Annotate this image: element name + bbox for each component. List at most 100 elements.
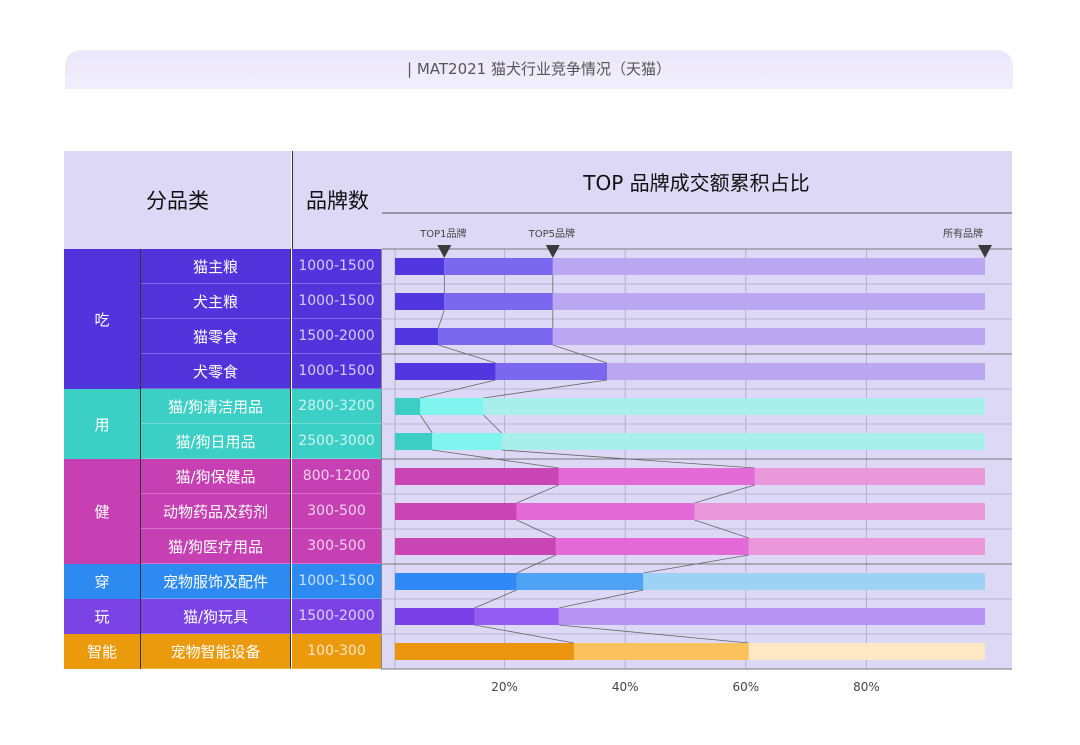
connector-top5 [483,414,502,434]
brand-count: 1500-2000 [292,599,381,634]
bar-top1 [395,328,439,345]
category-label: 猫/狗保健品 [141,459,291,494]
marker-label: TOP5品牌 [528,227,575,240]
bar-top5 [438,328,553,345]
bar-all [748,538,985,555]
marker-label: TOP1品牌 [419,227,466,240]
brand-count: 1500-2000 [292,319,381,354]
marker-triangle-icon [437,245,452,258]
category-label: 宠物智能设备 [141,634,291,669]
connector-top5 [558,624,749,644]
bar-top5 [516,573,644,590]
marker-triangle-icon [978,245,992,258]
connector-top5 [483,379,608,399]
connector-top1 [516,554,557,574]
bar-top5 [495,363,608,380]
category-label: 猫/狗医疗用品 [141,529,291,564]
category-label: 猫/狗日用品 [141,424,291,459]
bar-top1 [395,468,559,485]
brand-count: 2500-3000 [292,424,381,459]
brand-count: 2800-3200 [292,389,381,424]
group-label: 用 [64,389,141,459]
connector-top1 [516,484,560,504]
group-label: 玩 [64,599,141,634]
category-label: 犬主粮 [141,284,291,319]
bar-top5 [444,258,553,275]
bar-all [501,433,985,450]
category-label: 宠物服饰及配件 [141,564,291,599]
chart-title: TOP 品牌成交额累积占比 [582,171,809,195]
bar-top1 [395,398,421,415]
group-label: 穿 [64,564,141,599]
bar-all [558,608,985,625]
x-tick-label: 60% [732,680,759,694]
x-tick-label: 40% [612,680,639,694]
connector-top5 [501,449,755,469]
brand-count-header: 品牌数 [292,151,382,249]
category-header: 分品类 [64,151,291,249]
bar-top5 [573,643,749,660]
marker-label: 所有品牌 [943,227,983,240]
bar-top5 [516,503,695,520]
bar-top1 [395,573,517,590]
connector-top5 [552,344,608,364]
bar-top1 [395,258,445,275]
bar-all [694,503,985,520]
bar-top1 [395,538,556,555]
group-label: 吃 [64,249,141,389]
bar-top1 [395,433,433,450]
bar-top1 [395,363,496,380]
category-label: 猫零食 [141,319,291,354]
bar-top5 [558,468,755,485]
brand-count: 1000-1500 [292,284,381,319]
connector-top1 [474,624,575,644]
bar-top5 [444,293,553,310]
connector-top1 [432,449,559,469]
connector-top1 [437,309,445,329]
brand-count: 1000-1500 [292,354,381,389]
bar-all [483,398,985,415]
brand-count: 100-300 [292,634,381,669]
bar-top1 [395,608,475,625]
bar-all [748,643,985,660]
group-label: 健 [64,459,141,564]
marker-triangle-icon [545,245,560,258]
bar-top1 [395,643,574,660]
brand-count: 300-500 [292,529,381,564]
x-tick-label: 20% [491,680,518,694]
bar-top5 [432,433,502,450]
bar-all [754,468,985,485]
category-label: 动物药品及药剂 [141,494,291,529]
connector-top1 [474,589,517,609]
category-label: 猫/狗玩具 [141,599,291,634]
bar-all [643,573,985,590]
connector-top5 [558,589,644,609]
bar-top1 [395,293,445,310]
group-label: 智能 [64,634,141,669]
brand-count: 1000-1500 [292,249,381,284]
connector-top5 [643,554,749,574]
bar-top1 [395,503,517,520]
bar-all [552,328,985,345]
connector-top5 [694,519,749,539]
connector-top5 [694,484,755,504]
brand-count: 800-1200 [292,459,381,494]
bar-all [607,363,985,380]
bar-all [552,258,985,275]
connector-top1 [438,344,496,364]
category-label: 猫主粮 [141,249,291,284]
bar-top5 [555,538,749,555]
connector-top1 [419,414,433,434]
bar-top5 [420,398,484,415]
connector-top1 [516,519,557,539]
bar-all [552,293,985,310]
bar-top5 [474,608,559,625]
page-title: | MAT2021 猫犬行业竞争情况（天猫） [65,50,1013,89]
brand-count: 300-500 [292,494,381,529]
connector-top1 [420,379,496,399]
brand-count: 1000-1500 [292,564,381,599]
x-tick-label: 80% [853,680,880,694]
category-label: 犬零食 [141,354,291,389]
